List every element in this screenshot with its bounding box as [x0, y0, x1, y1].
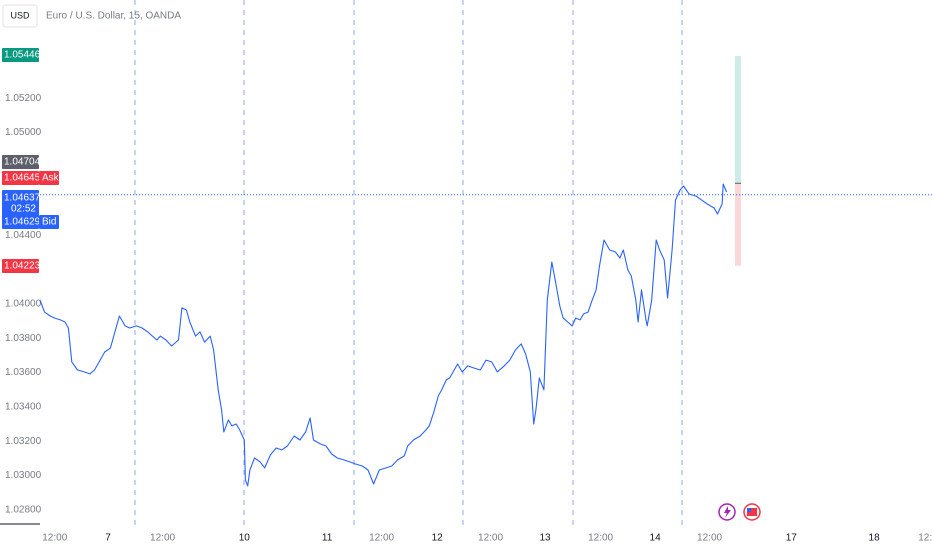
x-tick-label: 12 — [432, 533, 444, 544]
y-tick-label: 1.05000 — [5, 127, 42, 138]
price-tag-label: 1.04704 — [4, 157, 41, 168]
price-tag-name: Bid — [42, 217, 56, 228]
x-tick-label: 14 — [650, 533, 662, 544]
stop-zone — [735, 183, 741, 266]
y-tick-label: 1.04400 — [5, 230, 42, 241]
flag-canton — [747, 508, 751, 512]
session-lines — [134, 0, 683, 525]
x-tick-label: 18 — [869, 533, 881, 544]
price-tag — [2, 215, 39, 229]
x-tick-label: 12:00 — [150, 533, 175, 544]
y-tick-label: 1.05200 — [5, 93, 42, 104]
price-tag — [2, 155, 39, 169]
price-line-series — [39, 183, 728, 487]
x-tick-label: 13 — [539, 533, 551, 544]
price-tag-label: 1.04629 — [4, 217, 41, 228]
price-tag-label: 1.04645 — [4, 173, 41, 184]
chart-title: Euro / U.S. Dollar, 15, OANDA — [46, 11, 181, 22]
y-tick-label: 1.03400 — [5, 402, 42, 413]
price-tag — [2, 190, 39, 216]
events[interactable] — [718, 503, 761, 521]
price-tag-label: 1.04223 — [4, 261, 41, 272]
flag — [747, 508, 757, 516]
price-tag — [2, 259, 39, 273]
y-tick-label: 1.03200 — [5, 436, 42, 447]
x-tick-label: 12:00 — [42, 533, 67, 544]
price-tag-side — [39, 215, 59, 229]
y-tick-label: 1.03600 — [5, 367, 42, 378]
price-tag-name: Ask — [42, 173, 60, 184]
x-tick-label: 12:00 — [369, 533, 394, 544]
x-tick-label: 12: — [918, 533, 932, 544]
countdown: 02:52 — [11, 204, 36, 215]
y-tick-label: 1.03800 — [5, 333, 42, 344]
event-bolt — [724, 506, 731, 518]
y-tick-label: 1.04000 — [5, 299, 42, 310]
currency: USD — [10, 10, 30, 20]
x-tick-label: 10 — [239, 533, 251, 544]
x-tick-label: 7 — [105, 533, 111, 544]
y-tick-label: 1.03000 — [5, 470, 42, 481]
y-tick-label: 1.02800 — [5, 504, 42, 515]
x-tick-label: 17 — [786, 533, 798, 544]
price-tag — [2, 171, 39, 185]
price-tag — [2, 48, 39, 62]
x-tick-label: 12:00 — [478, 533, 503, 544]
x-tick-label: 12:00 — [697, 533, 722, 544]
target-zone — [735, 56, 741, 184]
x-tick-label: 12:00 — [588, 533, 613, 544]
price-tag-side — [39, 171, 59, 185]
price-tag-label: 1.05446 — [4, 50, 41, 61]
price-tag-label: 1.04637 — [4, 193, 41, 204]
x-tick-label: 11 — [322, 533, 333, 544]
currency-button[interactable] — [2, 4, 38, 28]
